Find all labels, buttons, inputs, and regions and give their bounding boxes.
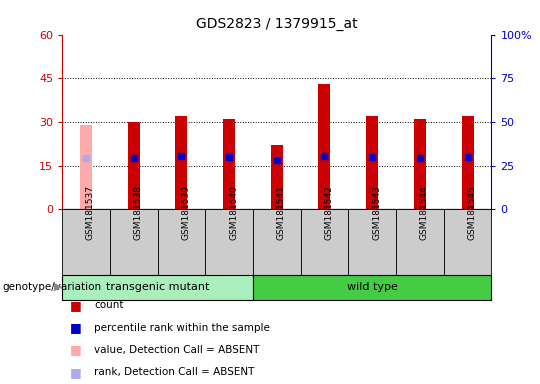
Bar (271, 145, 283, 209)
Bar (462, 116, 474, 209)
Bar (414, 119, 426, 209)
Text: percentile rank within the sample: percentile rank within the sample (94, 323, 271, 333)
Bar (348, 209, 396, 275)
Text: count: count (94, 300, 124, 310)
Bar (158, 209, 205, 275)
Bar (80, 125, 92, 209)
Text: GSM181544: GSM181544 (420, 185, 429, 240)
Bar (62, 209, 110, 275)
Bar (110, 209, 158, 275)
Text: genotype/variation: genotype/variation (3, 282, 102, 292)
Text: GSM181537: GSM181537 (86, 185, 95, 240)
Text: GSM181541: GSM181541 (277, 185, 286, 240)
Bar (366, 116, 378, 209)
Text: ■: ■ (70, 343, 82, 356)
Text: GSM181539: GSM181539 (181, 185, 190, 240)
Text: ■: ■ (70, 366, 82, 379)
Text: ▶: ▶ (54, 282, 63, 292)
Bar (444, 209, 491, 275)
Text: ■: ■ (70, 321, 82, 334)
Bar (127, 122, 140, 209)
Text: GSM181542: GSM181542 (325, 185, 334, 240)
Title: GDS2823 / 1379915_at: GDS2823 / 1379915_at (196, 17, 357, 31)
Text: ■: ■ (70, 299, 82, 312)
Bar (396, 209, 444, 275)
Bar (205, 209, 253, 275)
Bar (176, 116, 187, 209)
Bar (319, 84, 330, 209)
Text: GSM181540: GSM181540 (229, 185, 238, 240)
Text: rank, Detection Call = ABSENT: rank, Detection Call = ABSENT (94, 367, 255, 377)
Bar (253, 209, 301, 275)
Text: GSM181538: GSM181538 (134, 185, 143, 240)
Text: GSM181543: GSM181543 (372, 185, 381, 240)
Text: GSM181545: GSM181545 (468, 185, 476, 240)
Text: wild type: wild type (347, 282, 397, 292)
Bar (62, 275, 253, 300)
Bar (223, 119, 235, 209)
Text: transgenic mutant: transgenic mutant (106, 282, 209, 292)
Text: value, Detection Call = ABSENT: value, Detection Call = ABSENT (94, 345, 260, 355)
Bar (253, 275, 491, 300)
Bar (301, 209, 348, 275)
